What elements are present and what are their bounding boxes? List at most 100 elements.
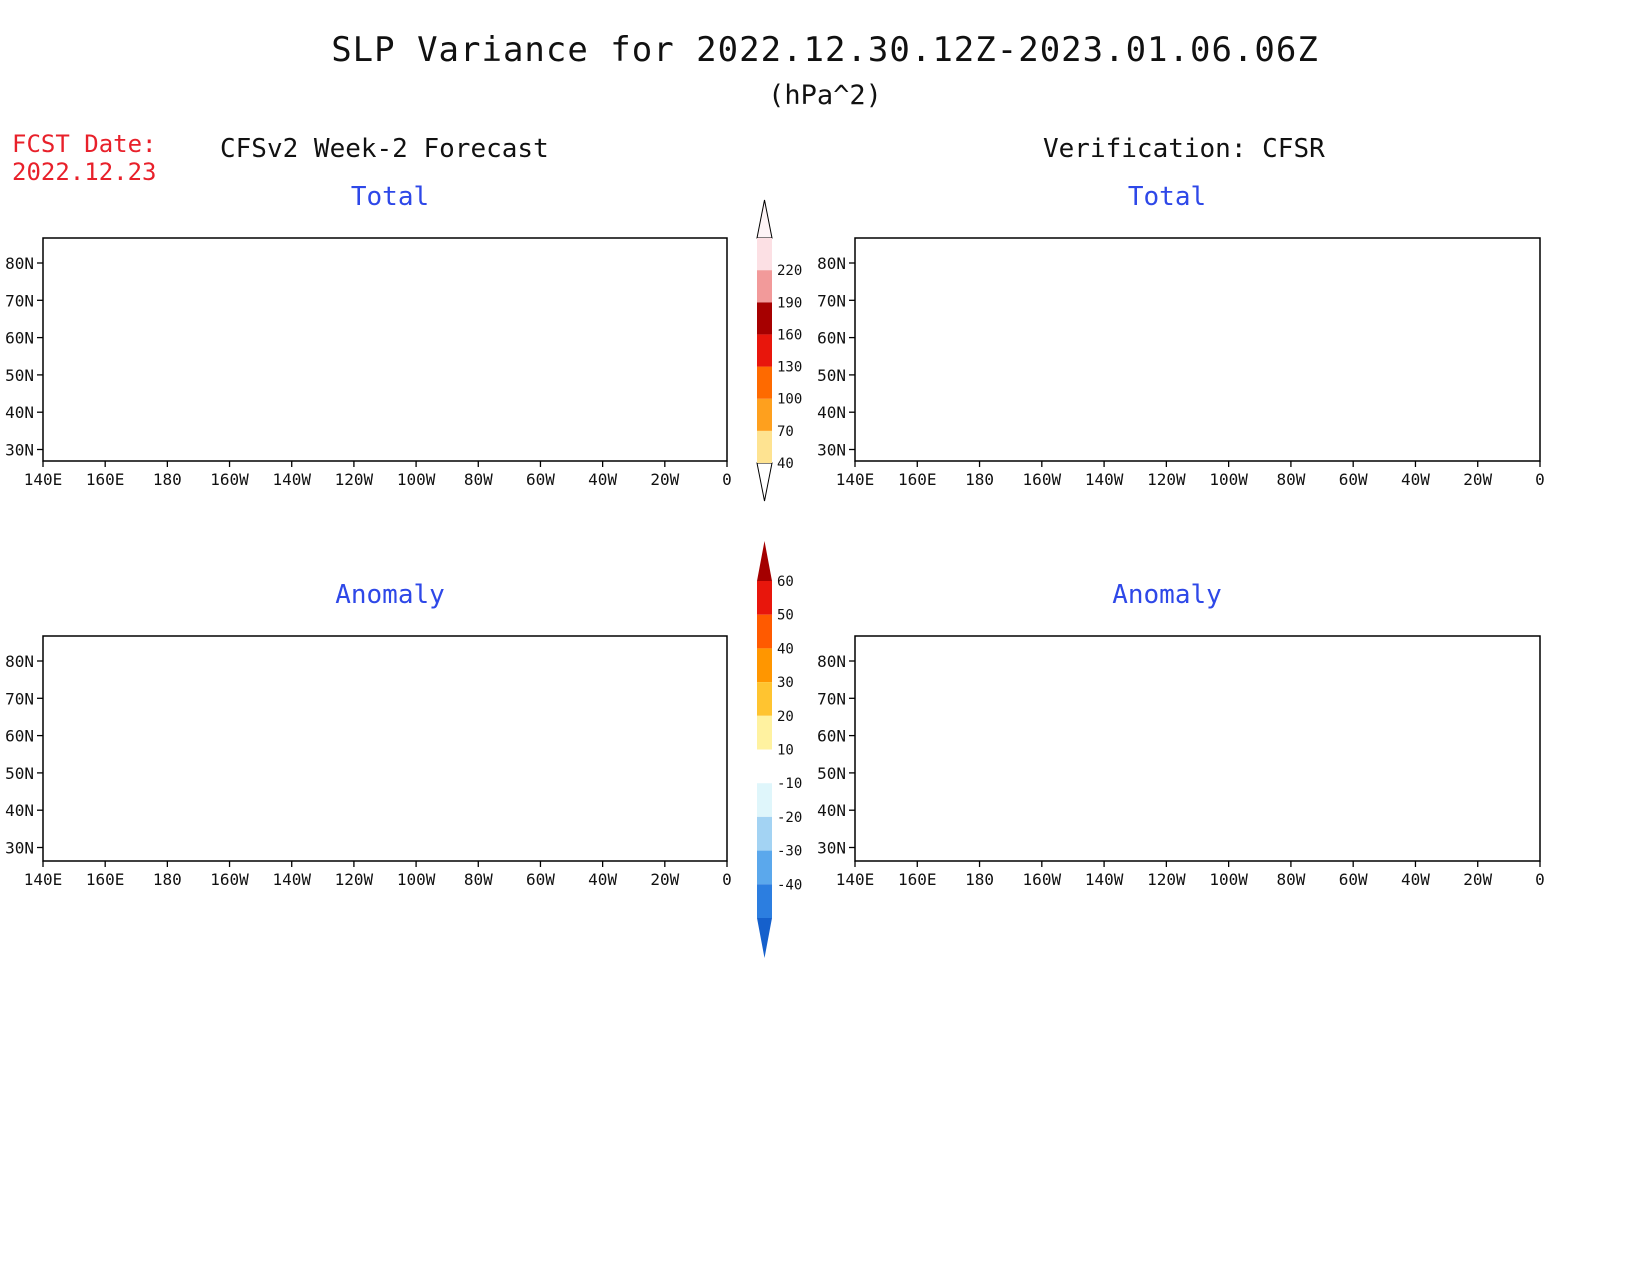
colorbar-upper-arrow [756,199,773,239]
lon-tick-label: 0 [1535,470,1545,489]
colorbar-swatch [757,783,772,817]
colorbar-swatch [757,270,772,303]
lat-tick-label: 40N [5,801,34,820]
lat-tick-label: 70N [817,291,846,310]
lon-tick-label: 160E [86,470,125,489]
lon-tick-label: 20W [1463,870,1492,889]
forecast-total-label: Total [350,182,430,212]
lon-tick-label: 120W [1147,470,1186,489]
lat-tick-label: 80N [817,254,846,273]
colorbar-level-label: 190 [777,295,802,311]
lon-tick-label: 160E [898,470,937,489]
colorbar-swatch [757,334,772,367]
lat-tick-label: 70N [817,689,846,708]
colorbar-level-label: -30 [777,844,802,860]
forecast-anomaly-label: Anomaly [335,580,445,610]
lon-tick-label: 40W [588,870,617,889]
colorbar-level-label: -10 [777,776,802,792]
colorbar-swatch [757,430,772,463]
colorbar-upper-arrow [757,541,772,581]
lon-tick-label: 60W [1339,470,1368,489]
colorbar-level-label: -40 [777,877,802,893]
lat-tick-label: 50N [817,366,846,385]
lon-tick-label: 20W [650,870,679,889]
lat-tick-label: 60N [817,329,846,348]
lat-tick-label: 80N [5,652,34,671]
lon-tick-label: 180 [153,870,182,889]
lon-tick-label: 160W [1023,470,1062,489]
forecast-header: CFSv2 Week-2 Forecast [220,134,549,164]
lon-tick-label: 80W [464,870,493,889]
verification-total-map [850,238,1545,461]
lon-tick-label: 60W [1339,870,1368,889]
lat-tick-label: 50N [817,764,846,783]
lon-tick-label: 140W [272,870,311,889]
colorbar-level-label: 160 [777,327,802,343]
forecast-total-frame [42,237,728,462]
lat-tick-label: 30N [5,441,34,460]
forecast-anomaly-frame [42,635,728,862]
lon-tick-label: 120W [1147,870,1186,889]
fcst-date-label: FCST Date: [12,130,157,158]
lon-tick-label: 0 [1535,870,1545,889]
lat-tick-label: 60N [817,727,846,746]
colorbar-swatch [757,398,772,431]
colorbar-swatch [757,614,772,649]
lat-tick-label: 50N [5,366,34,385]
colorbar-swatch [757,682,772,716]
colorbar-level-label: 60 [777,574,794,590]
colorbar-swatch [757,749,772,784]
lon-tick-label: 180 [153,470,182,489]
lon-tick-label: 140W [1085,470,1124,489]
figure-title: SLP Variance for 2022.12.30.12Z-2023.01.… [331,30,1319,70]
verification-header: Verification: CFSR [1043,134,1325,164]
colorbar-level-label: 100 [777,392,802,408]
forecast-total-map [38,238,733,461]
lon-tick-label: 140W [1085,870,1124,889]
lat-tick-label: 80N [817,652,846,671]
lon-tick-label: 180 [965,470,994,489]
lat-tick-label: 60N [5,727,34,746]
colorbar-swatch [757,648,772,683]
lon-tick-label: 160W [210,470,249,489]
lon-tick-label: 120W [335,870,374,889]
verification-anomaly-frame [854,635,1541,862]
lat-tick-label: 70N [5,689,34,708]
lon-tick-label: 80W [464,470,493,489]
lat-tick-label: 30N [817,839,846,858]
lon-tick-label: 20W [1463,470,1492,489]
lat-tick-label: 30N [5,839,34,858]
lon-tick-label: 100W [397,870,436,889]
lat-tick-label: 60N [5,329,34,348]
colorbar-level-label: -20 [777,810,802,826]
lon-tick-label: 40W [1401,870,1430,889]
lon-tick-label: 60W [526,870,555,889]
lon-tick-label: 140E [24,470,63,489]
lat-tick-label: 40N [817,403,846,422]
colorbar-swatch [757,238,772,271]
lon-tick-label: 160E [86,870,125,889]
colorbar-swatch [757,884,772,918]
units-label: (hPa^2) [768,80,882,111]
lon-tick-label: 100W [1209,870,1248,889]
lat-tick-label: 40N [5,403,34,422]
colorbar-swatch [757,715,772,750]
colorbar-swatch [757,850,772,885]
lon-tick-label: 140E [24,870,63,889]
lon-tick-label: 100W [397,470,436,489]
lon-tick-label: 140E [836,470,875,489]
lon-tick-label: 40W [1401,470,1430,489]
colorbar-level-label: 40 [777,641,794,657]
colorbar-level-label: 220 [777,263,802,279]
lon-tick-label: 160E [898,870,937,889]
colorbar-level-label: 20 [777,709,794,725]
verification-total-frame [854,237,1541,462]
lon-tick-label: 140W [272,470,311,489]
colorbar-swatch [757,581,772,615]
colorbar-lower-arrow [757,918,772,958]
lon-tick-label: 80W [1276,470,1305,489]
lon-tick-label: 20W [650,470,679,489]
colorbar-level-label: 70 [777,424,794,440]
lat-tick-label: 70N [5,291,34,310]
